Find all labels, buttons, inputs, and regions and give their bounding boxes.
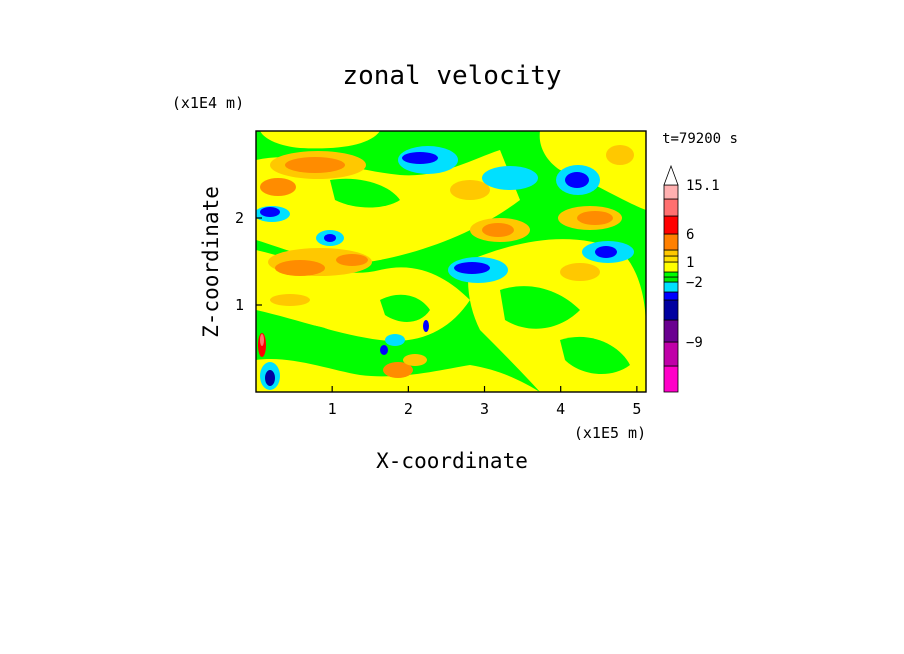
x-tick-label: 1 [328, 400, 337, 418]
contour-region [265, 370, 275, 386]
colorbar-swatch [663, 249, 679, 257]
x-axis-title: X-coordinate [376, 449, 528, 473]
contour-region [380, 294, 430, 322]
colorbar-swatch [663, 319, 679, 343]
colorbar-swatch [663, 255, 679, 263]
contour-region [383, 362, 413, 378]
contour-region [260, 334, 264, 346]
y-tick-label: 2 [235, 209, 244, 227]
colorbar-swatch [663, 365, 679, 393]
colorbar-swatch [663, 281, 679, 293]
x-unit-label: (x1E5 m) [574, 424, 646, 442]
colorbar: 15.1 6 1 −2 −9 [663, 164, 720, 393]
colorbar-swatch [663, 215, 679, 235]
contour-region [500, 286, 580, 329]
colorbar-swatch [663, 261, 679, 273]
contour-region [260, 207, 280, 217]
contour-region [565, 172, 589, 188]
contour-region [270, 294, 310, 306]
contour-region [403, 354, 427, 366]
contour-region [260, 178, 296, 196]
contour-region [450, 180, 490, 200]
colorbar-max-arrow [663, 164, 679, 186]
y-tick-label: 1 [235, 296, 244, 314]
colorbar-swatch [663, 299, 679, 321]
y-unit-label: (x1E4 m) [172, 94, 244, 112]
colorbar-label: 15.1 [686, 178, 720, 194]
chart-title: zonal velocity [342, 61, 561, 91]
contour-region [380, 345, 388, 355]
plot-frame [255, 130, 647, 393]
contour-region [275, 260, 325, 276]
x-axis: 1 2 3 4 5 [328, 386, 641, 418]
time-label: t=79200 s [662, 131, 738, 147]
contour-region [482, 166, 538, 190]
contour-region [324, 234, 336, 242]
colorbar-swatch [663, 341, 679, 367]
contour-region [260, 131, 380, 149]
colorbar-label: −9 [686, 335, 703, 351]
contour-region [482, 223, 514, 237]
colorbar-swatch [663, 233, 679, 251]
contour-region [423, 320, 429, 332]
colorbar-label: 6 [686, 227, 694, 243]
y-axis: 12 [235, 209, 262, 314]
contour-region [577, 211, 613, 225]
contour-region [336, 254, 368, 266]
x-tick-label: 3 [480, 400, 489, 418]
colorbar-swatch [663, 184, 679, 200]
contour-region [330, 178, 400, 208]
contour-region [256, 358, 540, 392]
colorbar-swatch [663, 276, 679, 283]
y-axis-title: Z-coordinate [199, 186, 223, 338]
contour-region [385, 334, 405, 346]
contour-region [280, 324, 345, 352]
contour-field [256, 131, 646, 392]
contour-region [285, 157, 345, 173]
colorbar-label: 1 [686, 255, 694, 271]
x-tick-label: 5 [632, 400, 641, 418]
contour-region [402, 152, 438, 164]
contour-region [595, 246, 617, 258]
colorbar-swatch [663, 198, 679, 217]
x-tick-label: 2 [404, 400, 413, 418]
contour-region [454, 262, 490, 274]
contour-region [560, 336, 630, 375]
colorbar-label: −2 [686, 275, 703, 291]
contour-region [606, 145, 634, 165]
colorbar-swatch [663, 291, 679, 301]
colorbar-swatch [663, 271, 679, 278]
contour-region [560, 263, 600, 281]
x-tick-label: 4 [556, 400, 565, 418]
